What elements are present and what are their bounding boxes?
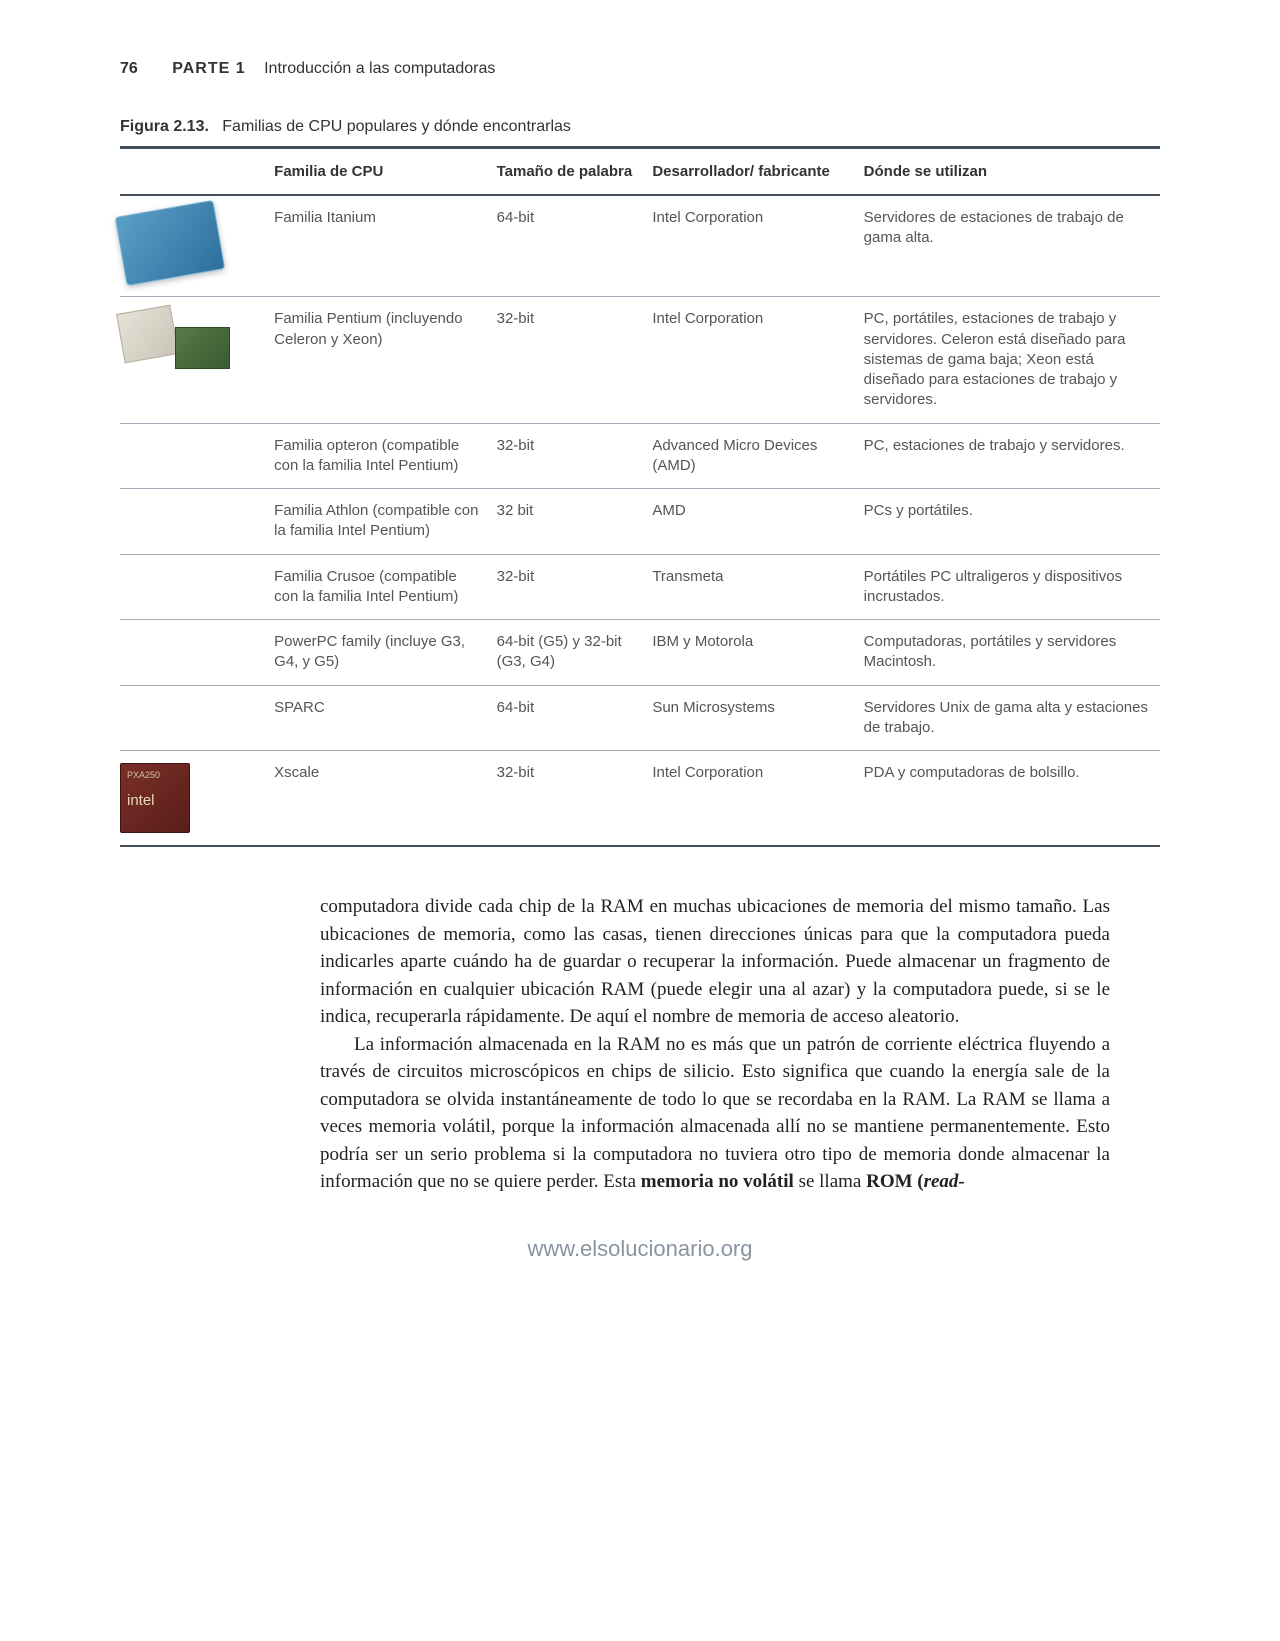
cell-word-size: 64-bit (G5) y 32-bit (G3, G4) [493,620,649,686]
cell-cpu-family: Familia Athlon (compatible con la famili… [270,489,492,555]
cell-word-size: 32 bit [493,489,649,555]
cell-cpu-family: SPARC [270,685,492,751]
table-row: SPARC64-bitSun MicrosystemsServidores Un… [120,685,1160,751]
cell-cpu-family: Familia Itanium [270,195,492,297]
cell-image [120,620,270,686]
cell-image [120,489,270,555]
cell-word-size: 32-bit [493,751,649,847]
cell-image: PXA250intel [120,751,270,847]
chip-image-icon [120,309,230,369]
table-row: Familia Itanium64-bitIntel CorporationSe… [120,195,1160,297]
page-header: 76 PARTE 1 Introducción a las computador… [120,60,1160,78]
cell-where-used: Portátiles PC ultraligeros y dispositivo… [860,554,1160,620]
figure-caption-text: Familias de CPU populares y dónde encont… [222,118,571,135]
cell-developer: Intel Corporation [648,297,859,423]
table-row: PowerPC family (incluye G3, G4, y G5)64-… [120,620,1160,686]
cell-cpu-family: Familia Pentium (incluyendo Celeron y Xe… [270,297,492,423]
cell-developer: IBM y Motorola [648,620,859,686]
cell-developer: Intel Corporation [648,195,859,297]
figure-number: Figura 2.13. [120,118,209,135]
cell-where-used: Servidores de estaciones de trabajo de g… [860,195,1160,297]
col-header-image [120,148,270,196]
chip-image-icon: PXA250intel [120,763,190,833]
table-row: Familia Pentium (incluyendo Celeron y Xe… [120,297,1160,423]
cell-where-used: PC, portátiles, estaciones de trabajo y … [860,297,1160,423]
cell-word-size: 64-bit [493,685,649,751]
page-number: 76 [120,60,138,77]
cell-where-used: Computadoras, portátiles y servidores Ma… [860,620,1160,686]
cell-developer: AMD [648,489,859,555]
table-header-row: Familia de CPU Tamaño de palabra Desarro… [120,148,1160,196]
cell-developer: Sun Microsystems [648,685,859,751]
p2-pre: La información almacenada en la RAM no e… [320,1034,1110,1193]
cell-image [120,297,270,423]
col-header-word: Tamaño de palabra [493,148,649,196]
table-row: Familia Athlon (compatible con la famili… [120,489,1160,555]
col-header-where: Dónde se utilizan [860,148,1160,196]
cell-where-used: PDA y computadoras de bolsillo. [860,751,1160,847]
cell-word-size: 32-bit [493,554,649,620]
p2-bold-1: memoria no volátil [641,1171,794,1192]
part-label: PARTE 1 [172,60,245,77]
cell-cpu-family: Familia Crusoe (compatible con la famili… [270,554,492,620]
cell-image [120,685,270,751]
body-text: computadora divide cada chip de la RAM e… [320,893,1110,1196]
part-title: Introducción a las computadoras [264,60,495,77]
cell-image [120,195,270,297]
chip-image-icon [115,200,226,286]
p2-italic: read- [924,1171,965,1192]
col-header-dev: Desarrollador/ fabricante [648,148,859,196]
p2-bold-2: ROM ( [866,1171,924,1192]
table-row: Familia Crusoe (compatible con la famili… [120,554,1160,620]
cell-cpu-family: Familia opteron (compatible con la famil… [270,423,492,489]
figure-title [213,118,222,135]
cell-where-used: PCs y portátiles. [860,489,1160,555]
paragraph-2: La información almacenada en la RAM no e… [320,1031,1110,1196]
cell-word-size: 32-bit [493,297,649,423]
cell-where-used: PC, estaciones de trabajo y servidores. [860,423,1160,489]
cell-cpu-family: Xscale [270,751,492,847]
figure-caption: Figura 2.13. Familias de CPU populares y… [120,118,1160,136]
cell-developer: Transmeta [648,554,859,620]
paragraph-1: computadora divide cada chip de la RAM e… [320,893,1110,1031]
table-row: Familia opteron (compatible con la famil… [120,423,1160,489]
cell-cpu-family: PowerPC family (incluye G3, G4, y G5) [270,620,492,686]
p2-mid: se llama [794,1171,866,1192]
footer-url: www.elsolucionario.org [120,1236,1160,1262]
cell-word-size: 64-bit [493,195,649,297]
cell-word-size: 32-bit [493,423,649,489]
table-row: PXA250intel Xscale32-bitIntel Corporation… [120,751,1160,847]
cell-developer: Advanced Micro Devices (AMD) [648,423,859,489]
cpu-families-table: Familia de CPU Tamaño de palabra Desarro… [120,146,1160,847]
cell-developer: Intel Corporation [648,751,859,847]
cell-image [120,554,270,620]
cell-where-used: Servidores Unix de gama alta y estacione… [860,685,1160,751]
col-header-cpu: Familia de CPU [270,148,492,196]
cell-image [120,423,270,489]
